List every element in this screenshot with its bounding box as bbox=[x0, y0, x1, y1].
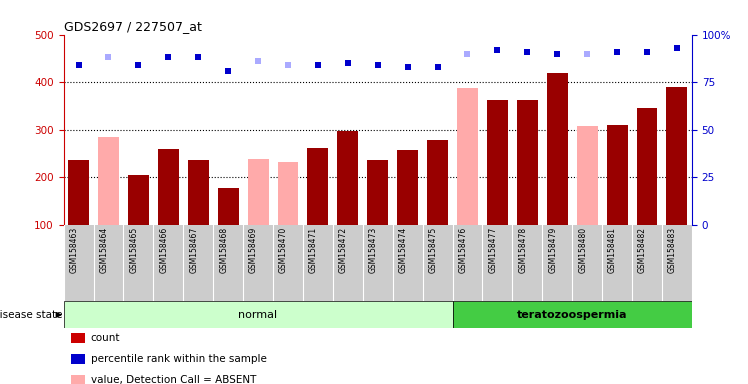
Bar bbox=[453, 301, 692, 328]
Point bbox=[551, 51, 563, 57]
Bar bbox=[517, 100, 538, 225]
Point bbox=[342, 60, 354, 66]
Text: teratozoospermia: teratozoospermia bbox=[517, 310, 628, 320]
Bar bbox=[457, 88, 478, 225]
Text: GSM158477: GSM158477 bbox=[488, 227, 497, 273]
Point bbox=[432, 64, 444, 70]
Point bbox=[462, 51, 473, 57]
Text: GSM158467: GSM158467 bbox=[189, 227, 198, 273]
Text: GSM158463: GSM158463 bbox=[70, 227, 79, 273]
Bar bbox=[637, 108, 657, 225]
Bar bbox=[337, 131, 358, 225]
Point bbox=[491, 47, 503, 53]
Bar bbox=[68, 161, 89, 225]
Bar bbox=[158, 149, 179, 225]
Text: percentile rank within the sample: percentile rank within the sample bbox=[91, 354, 266, 364]
Point bbox=[581, 51, 593, 57]
Point bbox=[252, 58, 264, 64]
Bar bbox=[577, 126, 598, 225]
Bar bbox=[397, 150, 418, 225]
Bar bbox=[487, 100, 508, 225]
Text: GSM158479: GSM158479 bbox=[548, 227, 557, 273]
Text: GSM158481: GSM158481 bbox=[608, 227, 617, 273]
Point bbox=[521, 49, 533, 55]
Point bbox=[312, 62, 324, 68]
Bar bbox=[307, 148, 328, 225]
Bar bbox=[64, 301, 453, 328]
Text: value, Detection Call = ABSENT: value, Detection Call = ABSENT bbox=[91, 375, 256, 384]
Text: disease state: disease state bbox=[0, 310, 62, 320]
Text: GSM158465: GSM158465 bbox=[129, 227, 138, 273]
Point bbox=[402, 64, 414, 70]
Text: GSM158464: GSM158464 bbox=[99, 227, 108, 273]
Text: GSM158473: GSM158473 bbox=[369, 227, 378, 273]
Point bbox=[102, 54, 114, 60]
Point bbox=[162, 54, 174, 60]
Bar bbox=[666, 87, 687, 225]
Text: GSM158482: GSM158482 bbox=[638, 227, 647, 273]
Bar bbox=[367, 159, 388, 225]
Text: GSM158470: GSM158470 bbox=[279, 227, 288, 273]
Text: GSM158478: GSM158478 bbox=[518, 227, 527, 273]
Text: normal: normal bbox=[239, 310, 278, 320]
Bar bbox=[547, 73, 568, 225]
Bar bbox=[128, 175, 149, 225]
Point bbox=[73, 62, 85, 68]
Point bbox=[222, 68, 234, 74]
Text: GSM158472: GSM158472 bbox=[339, 227, 348, 273]
Point bbox=[132, 62, 144, 68]
Point bbox=[372, 62, 384, 68]
Point bbox=[192, 54, 204, 60]
Bar bbox=[98, 137, 119, 225]
Text: GSM158475: GSM158475 bbox=[429, 227, 438, 273]
Text: GSM158480: GSM158480 bbox=[578, 227, 587, 273]
Bar bbox=[427, 140, 448, 225]
Point bbox=[282, 62, 294, 68]
Bar bbox=[218, 187, 239, 225]
Bar bbox=[607, 125, 628, 225]
Point bbox=[671, 45, 683, 51]
Text: GSM158483: GSM158483 bbox=[668, 227, 677, 273]
Point bbox=[641, 49, 653, 55]
Point bbox=[611, 49, 623, 55]
Bar bbox=[188, 161, 209, 225]
Text: GSM158468: GSM158468 bbox=[219, 227, 228, 273]
Bar bbox=[248, 159, 269, 225]
Text: GSM158469: GSM158469 bbox=[249, 227, 258, 273]
Bar bbox=[278, 162, 298, 225]
Text: GSM158474: GSM158474 bbox=[399, 227, 408, 273]
Text: GSM158476: GSM158476 bbox=[459, 227, 468, 273]
Text: GDS2697 / 227507_at: GDS2697 / 227507_at bbox=[64, 20, 201, 33]
Text: GSM158471: GSM158471 bbox=[309, 227, 318, 273]
Text: GSM158466: GSM158466 bbox=[159, 227, 168, 273]
Text: count: count bbox=[91, 333, 120, 343]
